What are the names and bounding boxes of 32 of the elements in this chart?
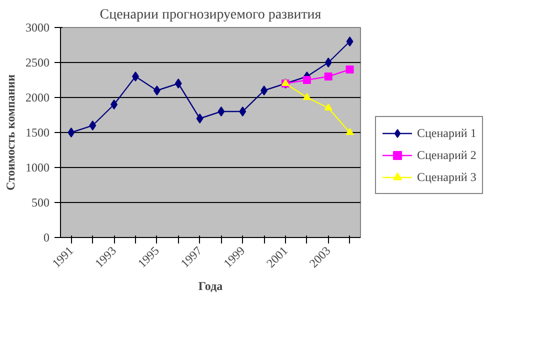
point bbox=[324, 72, 332, 80]
legend-label: Сценарий 2 bbox=[417, 148, 476, 162]
y-tick-label: 500 bbox=[32, 196, 50, 210]
point bbox=[346, 128, 354, 136]
y-tick-label: 3000 bbox=[26, 20, 50, 34]
y-tick-label: 1000 bbox=[26, 160, 50, 174]
x-axis-title: Года bbox=[198, 279, 223, 294]
point bbox=[110, 100, 118, 110]
point bbox=[153, 86, 160, 96]
y-tick-label: 2500 bbox=[26, 56, 50, 70]
point bbox=[239, 106, 246, 116]
point bbox=[302, 76, 311, 84]
chart-title: Сценарии прогнозируемого развития bbox=[100, 8, 322, 22]
point bbox=[132, 72, 139, 82]
x-tick-label: 1991 bbox=[49, 244, 76, 270]
point bbox=[302, 92, 311, 100]
legend-label: Сценарий 3 bbox=[417, 170, 476, 184]
legend-label: Сценарий 1 bbox=[417, 126, 476, 140]
point bbox=[68, 128, 75, 138]
y-tick-label: 2000 bbox=[26, 90, 50, 104]
point bbox=[89, 120, 96, 130]
y-tick-label: 1500 bbox=[26, 126, 50, 140]
point bbox=[174, 78, 182, 88]
point bbox=[260, 86, 268, 96]
y-axis-title: Стоимость компании bbox=[4, 74, 18, 191]
y-tick-label: 0 bbox=[44, 230, 50, 244]
point bbox=[346, 66, 354, 74]
point bbox=[218, 106, 225, 116]
point bbox=[196, 114, 204, 124]
point bbox=[346, 36, 354, 46]
point bbox=[324, 103, 332, 111]
point bbox=[324, 58, 332, 68]
